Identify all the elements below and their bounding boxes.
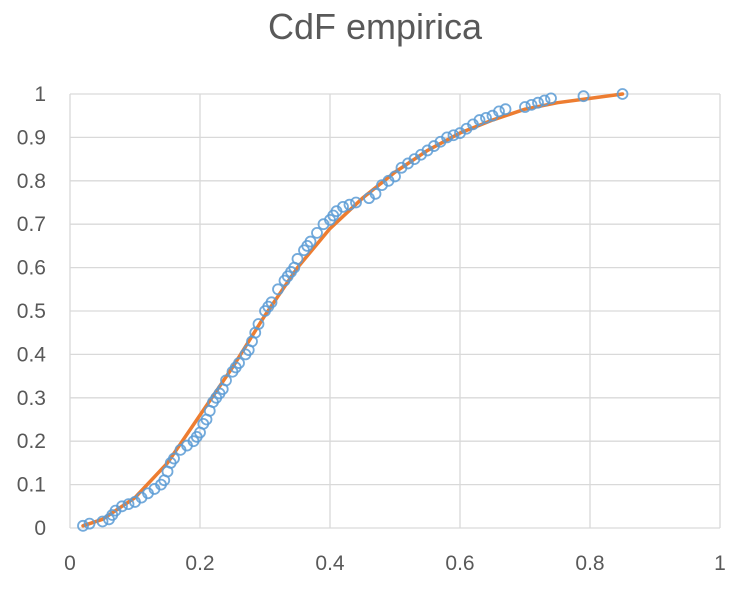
y-tick-label: 0.3 xyxy=(17,387,46,410)
data-point xyxy=(83,517,96,530)
data-point xyxy=(538,94,551,107)
data-point xyxy=(96,515,109,528)
data-point xyxy=(532,96,544,109)
data-point xyxy=(343,198,356,211)
x-tick-label: 0 xyxy=(64,552,76,575)
y-tick-label: 0 xyxy=(34,517,46,540)
data-point xyxy=(168,452,180,465)
data-point xyxy=(252,318,265,330)
y-tick-label: 0.6 xyxy=(17,257,46,280)
x-tick-label: 0.4 xyxy=(315,552,345,575)
data-point xyxy=(493,105,505,118)
data-point xyxy=(350,196,362,209)
y-tick-label: 0.8 xyxy=(17,170,46,193)
data-point xyxy=(369,187,382,200)
data-point xyxy=(545,92,557,105)
y-tick-label: 0.1 xyxy=(17,474,46,497)
data-point xyxy=(311,226,323,239)
data-point xyxy=(220,374,232,387)
data-point xyxy=(116,500,128,513)
y-tick-label: 0.5 xyxy=(17,300,46,323)
fit-line xyxy=(81,92,625,528)
data-point xyxy=(77,519,89,532)
fit-line-layer xyxy=(81,92,625,528)
data-point xyxy=(473,114,486,126)
data-point xyxy=(441,131,453,144)
data-point xyxy=(499,103,512,116)
x-tick-label: 0.6 xyxy=(445,552,474,575)
data-point xyxy=(480,111,492,124)
data-point xyxy=(389,170,401,183)
data-point xyxy=(519,101,531,113)
data-point xyxy=(525,98,538,111)
tick-label-layer: 0 0.1 0.2 0.3 0.4 0.5 0.6 0.7 0.8 0.9 1 0 0.2 0.4 0.6 0… xyxy=(17,83,726,575)
y-tick-label: 0.7 xyxy=(17,213,46,236)
data-point xyxy=(337,200,349,213)
data-point xyxy=(291,253,304,265)
x-tick-label: 0.2 xyxy=(185,552,214,575)
y-tick-label: 0.9 xyxy=(17,126,46,149)
y-tick-label: 0.4 xyxy=(17,343,47,366)
data-point xyxy=(304,235,317,248)
data-point xyxy=(265,296,278,309)
data-point xyxy=(616,88,629,100)
y-tick-label: 0.2 xyxy=(17,430,46,453)
data-point xyxy=(233,357,245,369)
chart-title: CdF empirica xyxy=(267,6,483,47)
x-tick-label: 1 xyxy=(714,552,726,575)
y-tick-label: 1 xyxy=(34,83,46,106)
data-point xyxy=(122,498,135,511)
point-layer xyxy=(77,88,629,532)
x-tick-label: 0.8 xyxy=(575,552,604,575)
data-point xyxy=(272,283,284,296)
data-point xyxy=(447,129,460,142)
data-point xyxy=(577,90,590,103)
